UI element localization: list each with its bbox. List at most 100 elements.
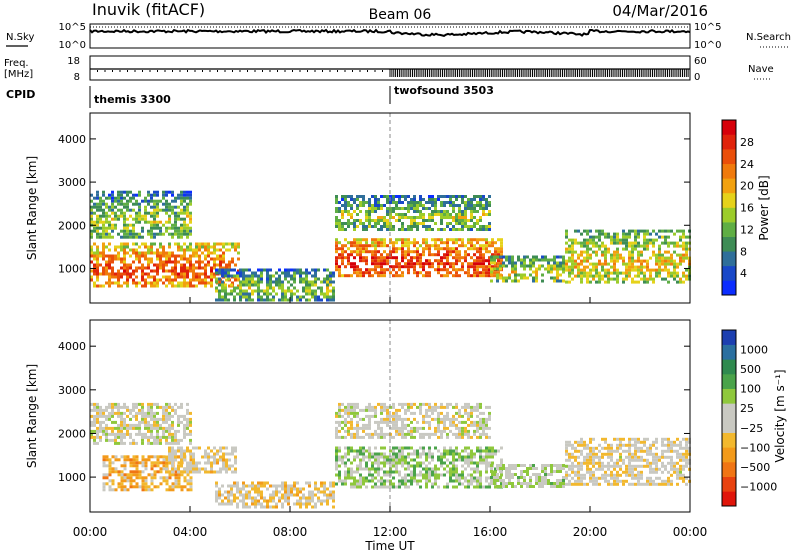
- power-echo-cell-5-2160: [562, 261, 565, 265]
- power-echo-cell-2-1000: [284, 271, 287, 275]
- velocity-echo-cell-5-1470: [356, 423, 359, 427]
- velocity-echo-cell-4-1058: [383, 482, 386, 486]
- velocity-echo-cell-0-90: [117, 423, 120, 427]
- velocity-echo-cell-1-455: [156, 455, 160, 459]
- power-echo-cell-2-969: [269, 283, 272, 287]
- power-echo-cell-0-15: [93, 272, 96, 276]
- velocity-echo-cell-0-20: [96, 405, 99, 409]
- power-echo-cell-4-1893: [440, 219, 443, 222]
- power-echo-cell-5-2144: [556, 255, 559, 259]
- velocity-echo-cell-7-1985: [580, 452, 583, 456]
- power-echo-cell-4-1908: [446, 222, 449, 225]
- power-echo-cell-6-2214: [577, 268, 580, 272]
- power-echo-cell-2-977: [272, 295, 275, 299]
- power-echo-cell-0-113: [126, 245, 129, 249]
- power-echo-cell-6-2522: [658, 262, 661, 266]
- power-echo-cell-0-360: [201, 245, 204, 249]
- velocity-echo-cell-2-549: [168, 458, 171, 462]
- velocity-echo-cell-3-730: [242, 493, 245, 497]
- velocity-echo-cell-7-2299: [670, 482, 673, 486]
- power-echo-cell-1-650: [138, 217, 141, 221]
- power-echo-cell-2-854: [224, 274, 227, 278]
- velocity-echo-cell-5-1668: [440, 405, 443, 409]
- velocity-echo-cell-6-1876: [535, 482, 538, 485]
- power-echo-cell-6-2280: [595, 244, 598, 248]
- velocity-echo-cell-4-1293: [464, 455, 467, 459]
- velocity-echo-cell-0-262: [168, 441, 171, 445]
- velocity-echo-cell-3-716: [236, 481, 239, 485]
- velocity-echo-cell-0-171: [144, 417, 147, 421]
- velocity-echo-cell-0-192: [150, 411, 153, 415]
- velocity-echo-cell-7-2112: [616, 473, 619, 477]
- velocity-echo-cell-7-2169: [634, 440, 637, 444]
- velocity-echo-cell-7-2196: [640, 455, 643, 459]
- velocity-echo-cell-5-1545: [389, 414, 392, 418]
- power-echo-cell-1-740: [168, 208, 171, 212]
- power-echo-cell-3-1403: [434, 238, 437, 242]
- power-echo-cell-2-1034: [299, 268, 302, 272]
- power-echo-cell-2-960: [266, 286, 269, 290]
- velocity-echo-cell-6-1903: [550, 473, 553, 476]
- velocity-echo-cell-2-639: [213, 470, 216, 474]
- power-echo-cell-3-1447: [446, 274, 449, 278]
- velocity-echo-cell-5-1607: [413, 402, 416, 406]
- power-echo-cell-6-2323: [604, 274, 607, 278]
- power-echo-cell-0-389: [210, 245, 213, 249]
- velocity-echo-cell-7-1993: [583, 440, 586, 444]
- power-echo-cell-0-41: [102, 257, 105, 261]
- velocity-echo-cell-4-1153: [413, 473, 416, 477]
- power-echo-cell-2-856: [224, 286, 227, 290]
- power-echo-cell-2-843: [221, 268, 224, 272]
- power-echo-cell-6-2443: [637, 244, 640, 248]
- power-echo-cell-0-170: [144, 272, 147, 276]
- power-echo-cell-4-1644: [344, 201, 347, 204]
- velocity-echo-cell-7-2048: [598, 455, 601, 459]
- power-echo-cell-6-2253: [586, 277, 589, 281]
- power-echo-cell-3-1187: [359, 238, 362, 242]
- velocity-echo-cell-1-405: [135, 470, 139, 474]
- power-echo-cell-2-1007: [287, 268, 290, 272]
- power-echo-cell-4-1846: [422, 207, 425, 210]
- power-echo-cell-3-1353: [413, 265, 416, 269]
- velocity-echo-cell-1-458: [156, 464, 160, 468]
- velocity-echo-cell-0-163: [141, 417, 144, 421]
- velocity-echo-cell-5-1745: [470, 420, 473, 424]
- velocity-echo-cell-3-790: [272, 493, 275, 497]
- velocity-echo-cell-4-968: [356, 467, 359, 471]
- power-echo-cell-4-1919: [452, 201, 455, 204]
- power-echo-cell-4-1735: [380, 216, 383, 219]
- velocity-echo-cell-5-1681: [443, 429, 446, 433]
- velocity-echo-cell-2-674: [234, 446, 237, 450]
- velocity-echo-cell-4-1327: [473, 485, 476, 489]
- power-echo-cell-0-171: [144, 278, 147, 282]
- velocity-echo-cell-1-430: [144, 479, 148, 483]
- freq-label-2: [MHz]: [4, 69, 33, 80]
- velocity-echo-cell-7-1942: [568, 455, 571, 459]
- velocity-echo-cell-5-1647: [431, 408, 434, 412]
- velocity-echo-cell-7-1938: [565, 482, 568, 486]
- power-echo-cell-1-700: [153, 232, 156, 236]
- power-echo-cell-1-552: [111, 196, 114, 200]
- velocity-echo-cell-6-1900: [550, 464, 553, 467]
- velocity-echo-cell-4-1088: [392, 485, 395, 489]
- power-echo-cell-0-192: [150, 281, 153, 285]
- power-echo-cell-3-1469: [455, 256, 458, 260]
- power-echo-cell-0-387: [207, 275, 210, 279]
- power-echo-cell-1-739: [168, 205, 171, 209]
- power-echo-cell-2-952: [263, 292, 266, 296]
- power-echo-cell-1-816: [189, 190, 192, 194]
- velocity-echo-cell-4-1356: [485, 449, 488, 453]
- power-echo-cell-3-1323: [404, 241, 407, 245]
- power-echo-cell-6-2229: [583, 229, 586, 233]
- power-echo-cell-6-2178: [568, 247, 571, 251]
- power-echo-cell-1-769: [177, 205, 180, 209]
- velocity-echo-cell-5-1676: [443, 414, 446, 418]
- velocity-echo-cell-7-1980: [577, 482, 580, 486]
- velocity-echo-cell-3-692: [221, 484, 224, 488]
- power-echo-cell-0-279: [177, 284, 180, 288]
- power-echo-cell-2-1104: [326, 295, 329, 299]
- velocity-echo-cell-2-540: [165, 455, 168, 459]
- velocity-echo-cell-7-2225: [649, 464, 652, 468]
- power-echo-cell-3-1312: [401, 241, 404, 245]
- velocity-echo-cell-5-1506: [374, 405, 377, 409]
